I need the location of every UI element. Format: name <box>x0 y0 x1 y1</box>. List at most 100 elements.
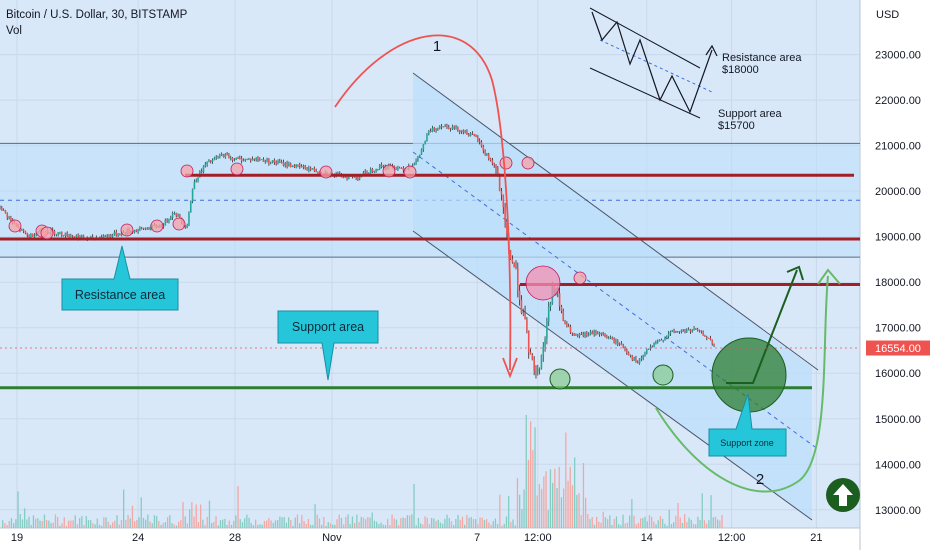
candle-body <box>191 189 194 202</box>
candle-body <box>520 299 523 314</box>
candle-body <box>364 171 366 173</box>
volume-bar <box>536 495 538 528</box>
volume-bar <box>43 514 46 528</box>
volume-bar <box>461 516 464 528</box>
volume-bar <box>312 524 314 528</box>
arrow-up-circle-icon[interactable] <box>826 478 860 512</box>
volume-bar <box>59 525 61 528</box>
volume-bar <box>96 518 98 528</box>
candle-body <box>624 347 626 350</box>
candle-body <box>656 341 659 343</box>
volume-bar <box>70 520 72 528</box>
candle-body <box>106 235 108 237</box>
volume-bar <box>164 522 167 528</box>
volume-bar <box>373 520 376 528</box>
candle-body <box>636 362 639 364</box>
volume-bar <box>48 520 50 528</box>
candle-body <box>348 176 350 179</box>
candle-body <box>513 262 515 268</box>
candle-body <box>251 158 254 161</box>
inset-support-price: $15700 <box>718 120 755 132</box>
candle-body <box>215 157 218 159</box>
support-callout-label: Support area <box>292 320 364 334</box>
candle-body <box>609 337 612 339</box>
candle-body <box>66 232 69 237</box>
volume-bar <box>197 521 200 528</box>
volume-bar <box>239 519 241 528</box>
candle-body <box>188 212 190 226</box>
volume-bar <box>270 520 272 528</box>
volume-bar <box>323 517 325 528</box>
candle-body <box>35 233 38 236</box>
volume-bar <box>90 520 92 528</box>
time-tick-label: 28 <box>229 532 241 544</box>
candle-body <box>288 163 290 167</box>
chart-title: Bitcoin / U.S. Dollar, 30, BITSTAMP <box>6 9 188 21</box>
volume-bar <box>347 514 349 528</box>
candle-body <box>567 325 570 327</box>
volume-bar <box>380 522 382 528</box>
candle-body <box>208 160 210 162</box>
volume-bar <box>52 522 54 528</box>
candle-body <box>469 133 472 136</box>
candle-body <box>560 306 563 311</box>
volume-bar <box>708 520 710 528</box>
time-tick-label: 7 <box>474 532 480 544</box>
volume-bar <box>153 515 156 528</box>
volume-bar <box>343 524 345 528</box>
candle-body <box>184 225 187 228</box>
candle-body <box>611 337 614 340</box>
volume-bar <box>428 524 431 528</box>
candle-body <box>511 259 514 263</box>
price-tick-label: 21000.00 <box>875 141 921 153</box>
time-tick-label: 12:00 <box>718 532 746 544</box>
candle-body <box>584 332 586 336</box>
candle-body <box>547 306 550 322</box>
volume-bar <box>712 517 714 528</box>
price-tick-label: 17000.00 <box>875 323 921 335</box>
volume-bar <box>112 522 114 528</box>
volume-bar <box>585 497 587 528</box>
candle-body <box>651 346 654 348</box>
volume-bar <box>541 488 543 528</box>
volume-bar <box>494 518 497 528</box>
volume-bar <box>657 520 659 528</box>
time-tick-label: 14 <box>641 532 653 544</box>
candle-body <box>475 135 477 137</box>
candle-body <box>589 331 592 335</box>
resistance-touch-marker <box>521 156 535 170</box>
candle-body <box>353 176 356 178</box>
candle-body <box>653 343 655 348</box>
candle-body <box>540 355 543 369</box>
candle-body <box>444 125 446 127</box>
annotation-drawings <box>0 7 860 493</box>
candle-body <box>600 332 603 335</box>
candle-body <box>255 158 257 160</box>
price-tick-label: 15000.00 <box>875 414 921 426</box>
candle-body <box>195 180 198 182</box>
candle-body <box>413 164 416 166</box>
candle-body <box>687 329 690 331</box>
candle-body <box>179 214 181 218</box>
candle-body <box>33 235 36 237</box>
candle-body <box>526 319 528 331</box>
candle-body <box>698 330 701 332</box>
candle-body <box>478 140 481 143</box>
inset-arrowhead <box>705 44 718 57</box>
candle-body <box>495 164 497 169</box>
volume-bar <box>217 525 219 528</box>
volume-bar <box>721 514 723 528</box>
volume-bar <box>600 522 602 528</box>
candle-body <box>237 158 239 159</box>
candle-body <box>10 217 12 220</box>
candle-body <box>26 233 29 235</box>
volume-bar <box>340 518 343 528</box>
volume-bar <box>574 457 576 528</box>
price-axis[interactable]: USD 13000.00 14000.00 15000.00 16000.00 1700… <box>875 9 921 517</box>
time-axis[interactable]: 19 24 28 Nov 7 12:00 14 12:00 21 <box>11 532 823 544</box>
candle-body <box>150 227 152 230</box>
volume-bar <box>697 516 699 528</box>
volume-bar <box>450 521 453 528</box>
volume-bar <box>288 517 290 528</box>
